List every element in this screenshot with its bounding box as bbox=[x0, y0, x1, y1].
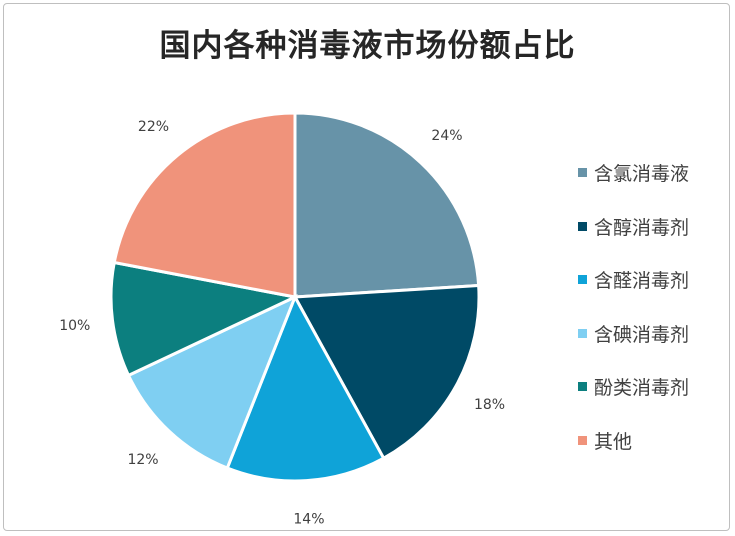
legend-swatch bbox=[578, 275, 587, 285]
legend-item: 含醇消毒剂 bbox=[578, 200, 689, 254]
pie-slice bbox=[112, 111, 297, 299]
pie-slice bbox=[109, 260, 300, 378]
legend-label: 其他 bbox=[594, 430, 633, 453]
slice-percent-label: 10% bbox=[59, 318, 90, 334]
chart-legend: 含氯消毒液含醇消毒剂含醛消毒剂含碘消毒剂酚类消毒剂其他 bbox=[578, 146, 689, 467]
legend-item: 含氯消毒液 bbox=[578, 146, 689, 200]
legend-label: 含醇消毒剂 bbox=[594, 216, 690, 239]
legend-swatch bbox=[578, 328, 587, 338]
pie-slice bbox=[126, 294, 298, 471]
slice-percent-label: 12% bbox=[127, 452, 158, 468]
pie-slice bbox=[225, 293, 386, 483]
slice-percent-label: 14% bbox=[293, 512, 324, 528]
slice-percent-label: 18% bbox=[474, 397, 505, 413]
legend-label: 含醛消毒剂 bbox=[594, 270, 690, 293]
slice-percent-label: 22% bbox=[138, 119, 169, 135]
legend-item: 含醛消毒剂 bbox=[578, 253, 689, 307]
legend-item: 酚类消毒剂 bbox=[578, 360, 689, 414]
legend-item: 含碘消毒剂 bbox=[578, 307, 689, 361]
legend-label: 含氯消毒液 bbox=[594, 163, 690, 186]
legend-swatch bbox=[578, 382, 587, 392]
legend-swatch bbox=[578, 435, 587, 445]
slice-percent-label: 24% bbox=[431, 128, 462, 144]
legend-label: 含碘消毒剂 bbox=[594, 323, 690, 346]
pie-slice bbox=[293, 111, 481, 299]
pie-slice bbox=[292, 283, 481, 461]
legend-item: 其他 bbox=[578, 414, 689, 468]
chart-frame bbox=[3, 3, 730, 531]
legend-swatch bbox=[578, 221, 587, 231]
legend-label: 酚类消毒剂 bbox=[594, 377, 690, 400]
legend-swatch bbox=[578, 168, 587, 178]
chart-title: 国内各种消毒液市场份额占比 bbox=[159, 28, 576, 64]
